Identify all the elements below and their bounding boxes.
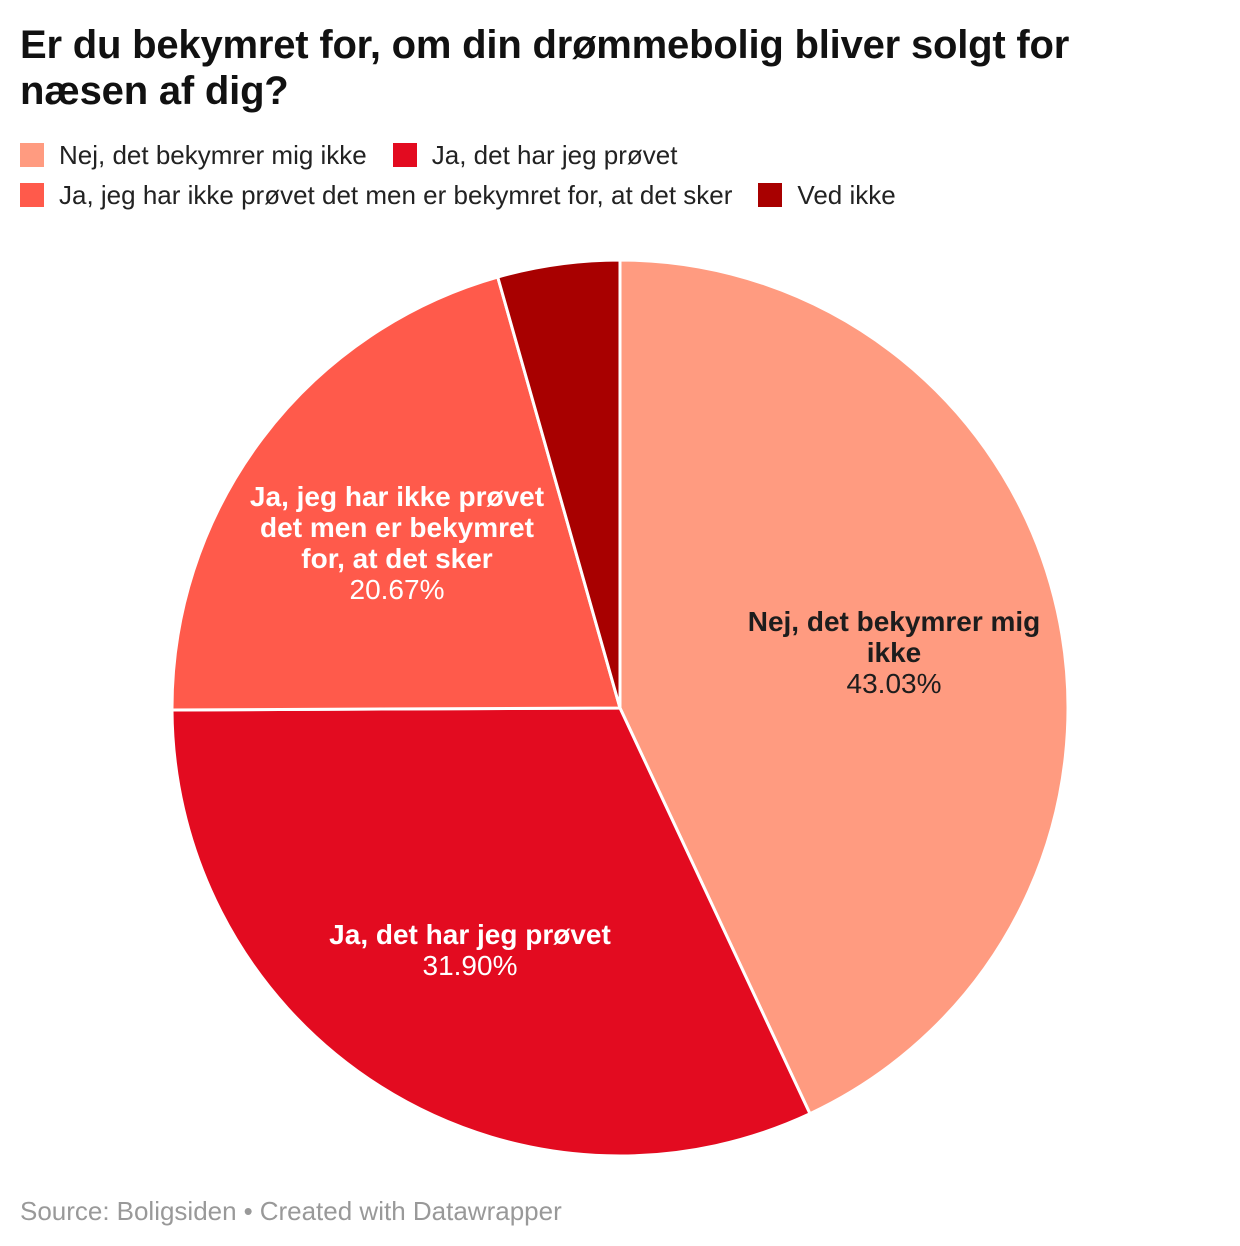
legend-row-2: Ja, jeg har ikke prøvet det men er bekym…	[20, 179, 896, 211]
slice-label-pct: 43.03%	[846, 668, 942, 699]
pie-slice-0[interactable]	[618, 258, 1070, 1116]
legend-label-ved-ikke: Ved ikke	[797, 180, 896, 210]
slice-label-nej: Nej, det bekymrer mig ikke 43.03%	[748, 606, 1041, 699]
legend-swatch-ved-ikke	[758, 183, 783, 207]
legend-item-nej: Nej, det bekymrer mig ikke	[20, 139, 367, 171]
legend: Nej, det bekymrer mig ikke Ja, det har j…	[20, 139, 896, 211]
pie-chart	[170, 258, 1070, 1158]
legend-label-ja-provet: Ja, det har jeg prøvet	[431, 140, 678, 170]
pie-slice-1[interactable]	[170, 706, 812, 1158]
footer-separator: •	[243, 1196, 253, 1226]
legend-label-nej: Nej, det bekymrer mig ikke	[59, 140, 367, 170]
legend-item-ved-ikke: Ved ikke	[758, 179, 896, 211]
slice-label-line: Nej, det bekymrer mig	[747, 606, 1041, 637]
slice-label-line: Ja, jeg har ikke prøvet	[249, 481, 545, 512]
footer: Source: Boligsiden • Created with Datawrapp…	[20, 1195, 562, 1227]
slice-label-ja-provet: Ja, det har jeg prøvet 31.90%	[329, 919, 611, 981]
legend-swatch-bekymret	[20, 183, 44, 207]
slice-label-pct: 31.90%	[422, 950, 518, 981]
slice-label-line: ikke	[866, 637, 922, 668]
chart-title: Er du bekymret for, om din drømmebolig b…	[20, 23, 1070, 113]
legend-swatch-nej	[20, 143, 44, 167]
legend-label-bekymret: Ja, jeg har ikke prøvet det men er bekym…	[59, 180, 733, 210]
legend-swatch-ja-provet	[392, 143, 417, 167]
slice-label-bekymret: Ja, jeg har ikke prøvet det men er bekym…	[250, 481, 544, 605]
source-name: Boligsiden	[116, 1196, 237, 1226]
legend-item-ja-provet: Ja, det har jeg prøvet	[392, 139, 678, 171]
legend-item-bekymret: Ja, jeg har ikke prøvet det men er bekym…	[20, 179, 732, 211]
legend-row-1: Nej, det bekymrer mig ikke Ja, det har j…	[20, 139, 896, 171]
pie-slice-2[interactable]	[170, 275, 622, 712]
attribution: Created with Datawrapper	[259, 1196, 562, 1226]
slice-label-line: det men er bekymret	[260, 512, 534, 543]
pie-slice-3[interactable]	[496, 258, 622, 710]
slice-label-line: for, at det sker	[301, 543, 493, 574]
slice-label-pct: 20.67%	[349, 574, 445, 605]
slice-label-line: Ja, det har jeg prøvet	[329, 919, 611, 950]
source-label: Source:	[20, 1196, 110, 1226]
